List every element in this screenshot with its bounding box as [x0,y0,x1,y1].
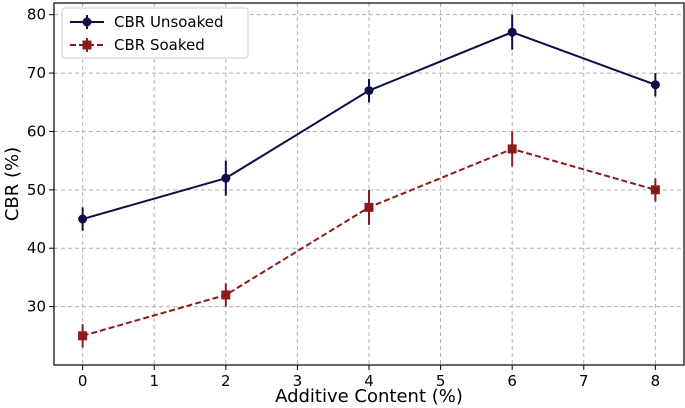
x-tick-label: 7 [579,372,589,390]
y-tick-label: 70 [27,64,46,82]
data-point [650,185,660,195]
legend-symbol-unsoaked [70,15,104,29]
data-point [507,27,517,37]
data-point [78,331,88,341]
data-point [221,290,231,300]
legend-label-soaked: CBR Soaked [114,36,205,54]
y-tick-label: 40 [27,239,46,257]
series-soaked [78,131,660,348]
x-tick-label: 5 [436,372,446,390]
data-point [364,86,374,96]
y-tick-label: 50 [27,181,46,199]
axis-ticks: 0 1 2 3 4 5 6 7 8 30 40 50 60 70 80 [27,6,660,390]
data-point [364,202,374,212]
legend-box [61,7,249,59]
legend-entry-soaked: CBR Soaked [70,36,205,54]
y-tick-label: 60 [27,122,46,140]
x-tick-label: 0 [78,372,88,390]
legend-symbol-soaked [70,38,104,52]
data-point [650,80,660,90]
y-axis-label: CBR (%) [2,147,23,221]
data-point [78,214,88,224]
x-axis-label: Additive Content (%) [275,386,463,407]
legend-entry-unsoaked: CBR Unsoaked [70,13,224,31]
plot-frame [53,2,685,366]
legend-marker [82,40,92,50]
data-point [507,144,517,154]
y-tick-label: 30 [27,298,46,316]
series-layer [78,14,660,348]
legend-label-unsoaked: CBR Unsoaked [114,13,224,31]
x-tick-label: 4 [364,372,374,390]
x-tick-label: 8 [651,372,661,390]
x-tick-label: 1 [149,372,159,390]
y-tick-label: 80 [27,6,46,24]
data-point [221,173,231,183]
legend-marker [82,17,92,27]
legend: CBR Unsoaked CBR Soaked [61,7,249,59]
x-tick-label: 3 [293,372,303,390]
series-unsoaked [78,14,660,231]
x-tick-label: 6 [507,372,517,390]
x-tick-label: 2 [221,372,231,390]
